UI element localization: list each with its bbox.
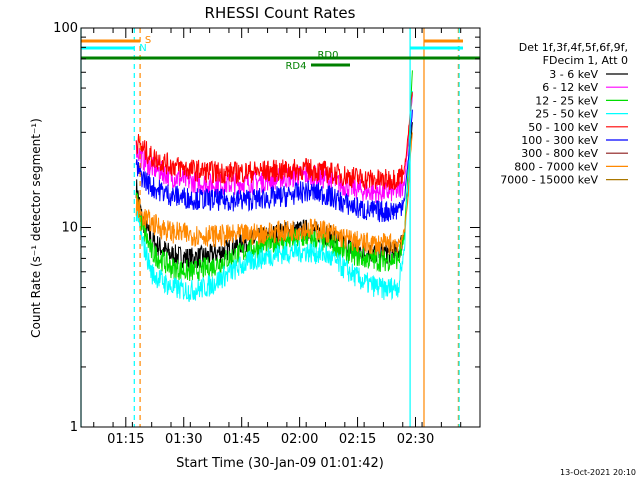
footer-date: 13-Oct-2021 20:10	[560, 468, 636, 477]
legend-label-0: 3 - 6 keV	[549, 68, 598, 81]
x-tick-label-5: 02:30	[397, 432, 434, 447]
x-tick-label-4: 02:15	[339, 432, 376, 447]
legend-label-4: 50 - 100 keV	[528, 121, 598, 134]
x-tick-label-0: 01:15	[107, 432, 144, 447]
series-line-7	[135, 132, 413, 256]
series-line-3	[135, 90, 413, 303]
legend-label-3: 25 - 50 keV	[535, 108, 598, 121]
annotation-n: N	[139, 43, 146, 54]
annotation-rd4: RD4	[285, 61, 306, 72]
y-axis-label: Count Rate (s⁻¹ detector segment⁻¹)	[29, 118, 43, 338]
legend-label-8: 7000 - 15000 keV	[500, 174, 598, 187]
legend-label-6: 300 - 800 keV	[521, 147, 598, 160]
y-tick-label-0: 1	[70, 420, 78, 435]
x-tick-label-1: 01:30	[165, 432, 202, 447]
x-tick-label-3: 02:00	[281, 432, 318, 447]
legend-label-5: 100 - 300 keV	[521, 134, 598, 147]
x-axis-label: Start Time (30-Jan-09 01:01:42)	[176, 456, 384, 471]
legend-label-1: 6 - 12 keV	[542, 81, 598, 94]
annotation-s: S	[145, 35, 151, 46]
series-line-1	[135, 94, 413, 204]
legend-header-line-1: Det 1f,3f,4f,5f,6f,9f,	[519, 41, 628, 54]
legend-header-line-2: FDecim 1, Att 0	[543, 54, 628, 67]
annotation-rd0: RD0	[317, 50, 338, 61]
plot-layer: SN RD0 RD4 1 10 100 01:15 01:30 01:45 02:00 02:15 0…	[53, 21, 481, 447]
legend-label-2: 12 - 25 keV	[535, 94, 598, 107]
y-tick-label-1: 10	[61, 221, 78, 236]
chart-title: RHESSI Count Rates	[205, 4, 356, 22]
y-tick-label-2: 100	[53, 21, 78, 36]
series-line-4	[135, 92, 413, 191]
legend-label-7: 800 - 7000 keV	[514, 160, 598, 173]
x-tick-label-2: 01:45	[223, 432, 260, 447]
series-line-5	[135, 109, 413, 223]
